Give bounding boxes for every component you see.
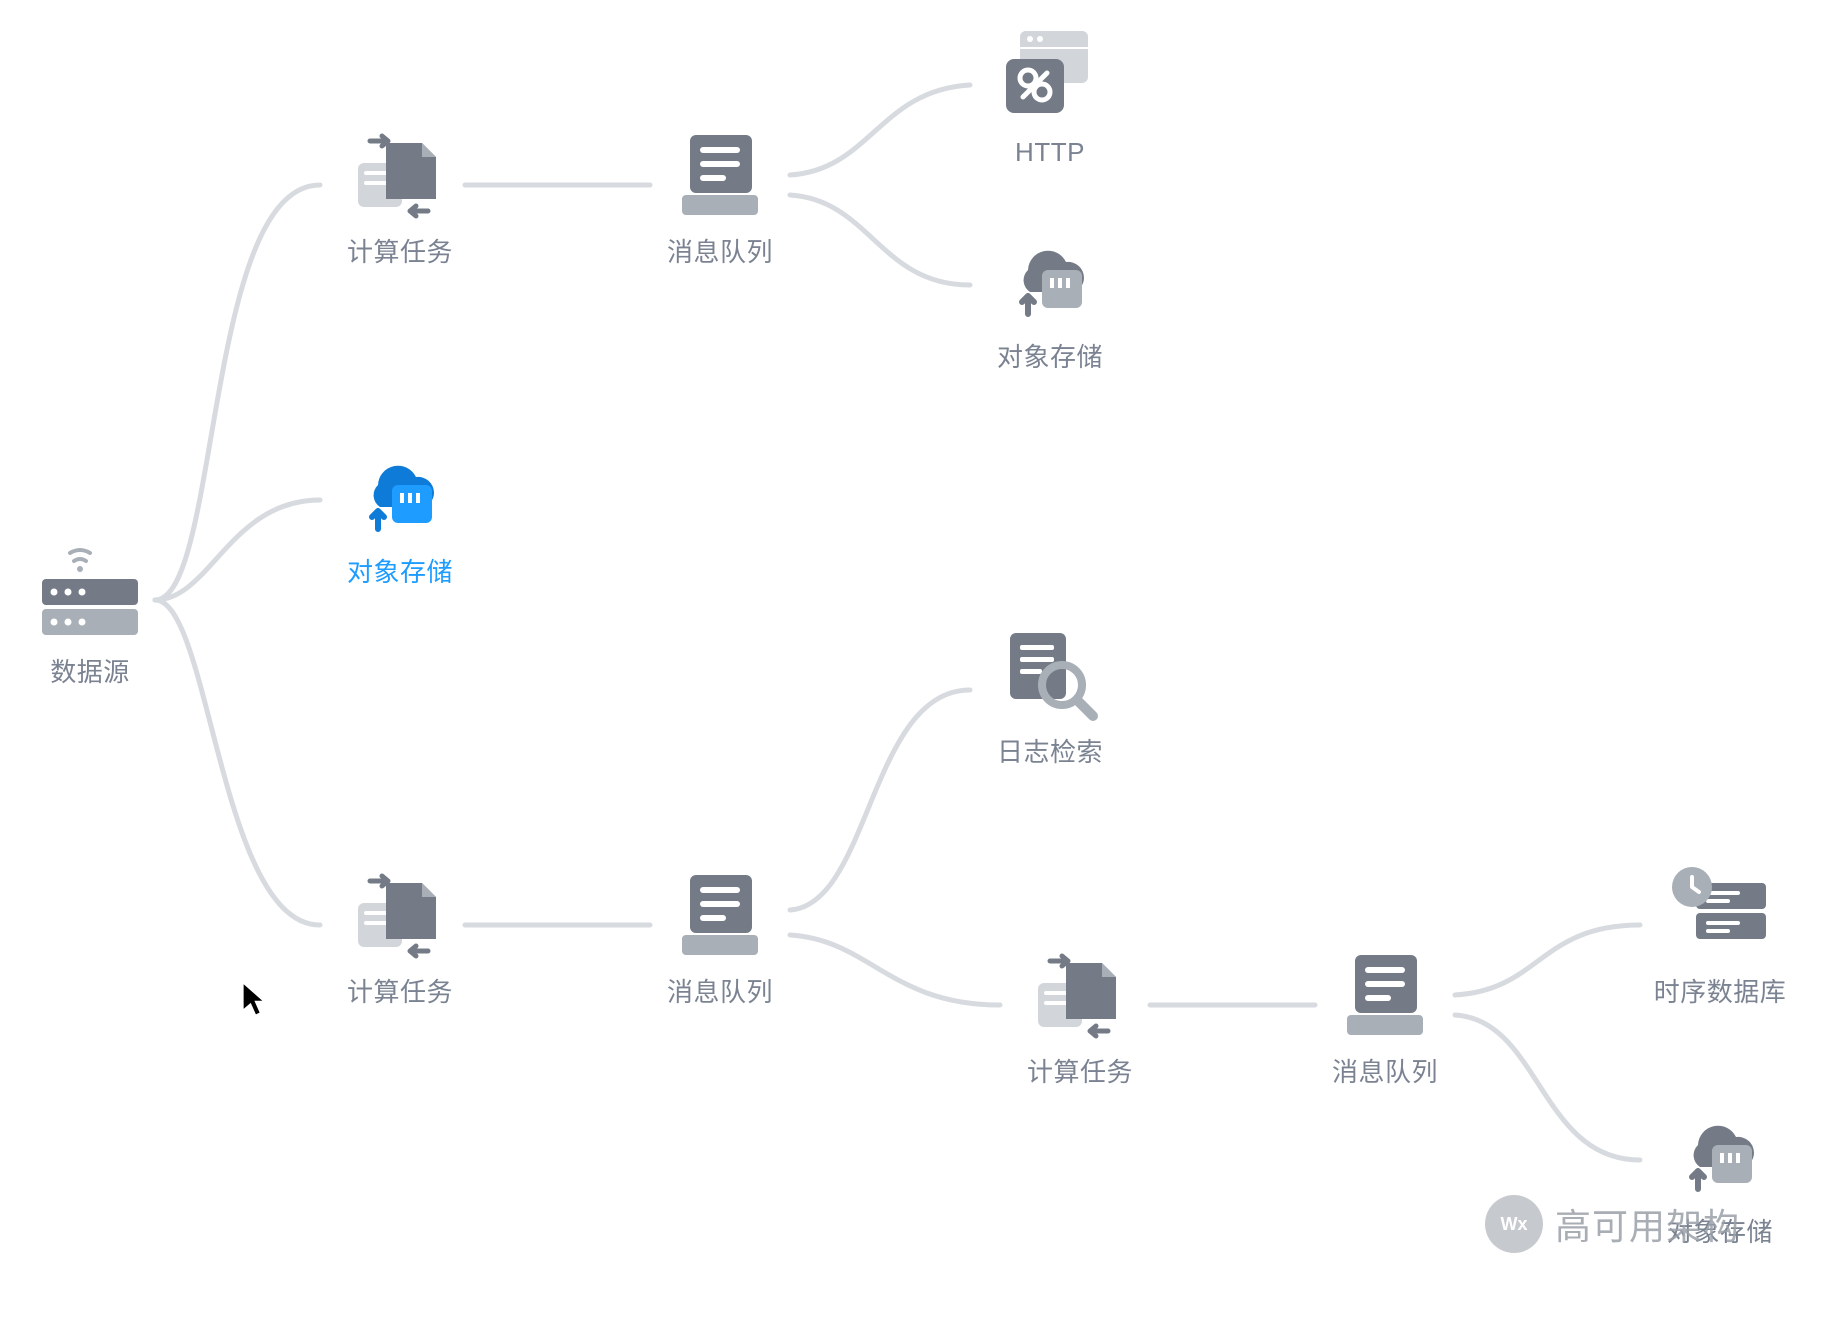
log-search-icon: [995, 620, 1105, 730]
edge-mq2-compute3: [790, 935, 1000, 1005]
node-label: 对象存储: [347, 556, 453, 589]
node-source[interactable]: 数据源: [0, 540, 180, 689]
node-label: 对象存储: [997, 341, 1103, 374]
compute-icon: [345, 120, 455, 230]
node-label: 消息队列: [1332, 1056, 1438, 1089]
cloud-store-icon: [1665, 1100, 1775, 1210]
watermark-text: 高可用架构: [1555, 1198, 1740, 1250]
http-icon: [995, 20, 1105, 130]
node-compute2[interactable]: 计算任务: [310, 860, 490, 1009]
diagram-canvas: 数据源计算任务对象存储计算任务消息队列消息队列HTTP对象存储日志检索计算任务消…: [0, 0, 1847, 1337]
watermark-badge-text: Wx: [1501, 1214, 1528, 1235]
node-mq1[interactable]: 消息队列: [630, 120, 810, 269]
tsdb-icon: [1665, 860, 1775, 970]
mouse-cursor-icon: [240, 980, 266, 1018]
node-mq3[interactable]: 消息队列: [1295, 940, 1475, 1089]
node-label: 时序数据库: [1654, 976, 1787, 1009]
edge-mq2-logsearch: [790, 690, 970, 910]
edge-source-compute1: [155, 185, 320, 600]
node-label: 计算任务: [347, 236, 453, 269]
node-tsdb[interactable]: 时序数据库: [1630, 860, 1810, 1009]
edge-mq3-objstore3: [1455, 1015, 1640, 1160]
watermark-badge-icon: Wx: [1485, 1195, 1543, 1253]
node-mq2[interactable]: 消息队列: [630, 860, 810, 1009]
edge-mq1-objstore2: [790, 195, 970, 285]
node-label: HTTP: [1015, 136, 1085, 169]
queue-icon: [665, 120, 775, 230]
node-http[interactable]: HTTP: [960, 20, 1140, 169]
node-label: 计算任务: [347, 976, 453, 1009]
node-label: 计算任务: [1027, 1056, 1133, 1089]
node-label: 日志检索: [997, 736, 1103, 769]
node-compute3[interactable]: 计算任务: [990, 940, 1170, 1089]
node-compute1[interactable]: 计算任务: [310, 120, 490, 269]
compute-icon: [1025, 940, 1135, 1050]
node-label: 消息队列: [667, 236, 773, 269]
node-logsearch[interactable]: 日志检索: [960, 620, 1140, 769]
node-label: 消息队列: [667, 976, 773, 1009]
queue-icon: [1330, 940, 1440, 1050]
queue-icon: [665, 860, 775, 970]
cloud-store-icon: [345, 440, 455, 550]
edge-mq3-tsdb: [1455, 925, 1640, 995]
edge-mq1-http: [790, 85, 970, 175]
compute-icon: [345, 860, 455, 970]
router-icon: [35, 540, 145, 650]
node-objstore2[interactable]: 对象存储: [960, 225, 1140, 374]
node-objstore_featured[interactable]: 对象存储: [310, 440, 490, 589]
cloud-store-icon: [995, 225, 1105, 335]
watermark: Wx 高可用架构: [1485, 1195, 1740, 1253]
node-label: 数据源: [50, 656, 130, 689]
edges-layer: [0, 0, 1847, 1337]
